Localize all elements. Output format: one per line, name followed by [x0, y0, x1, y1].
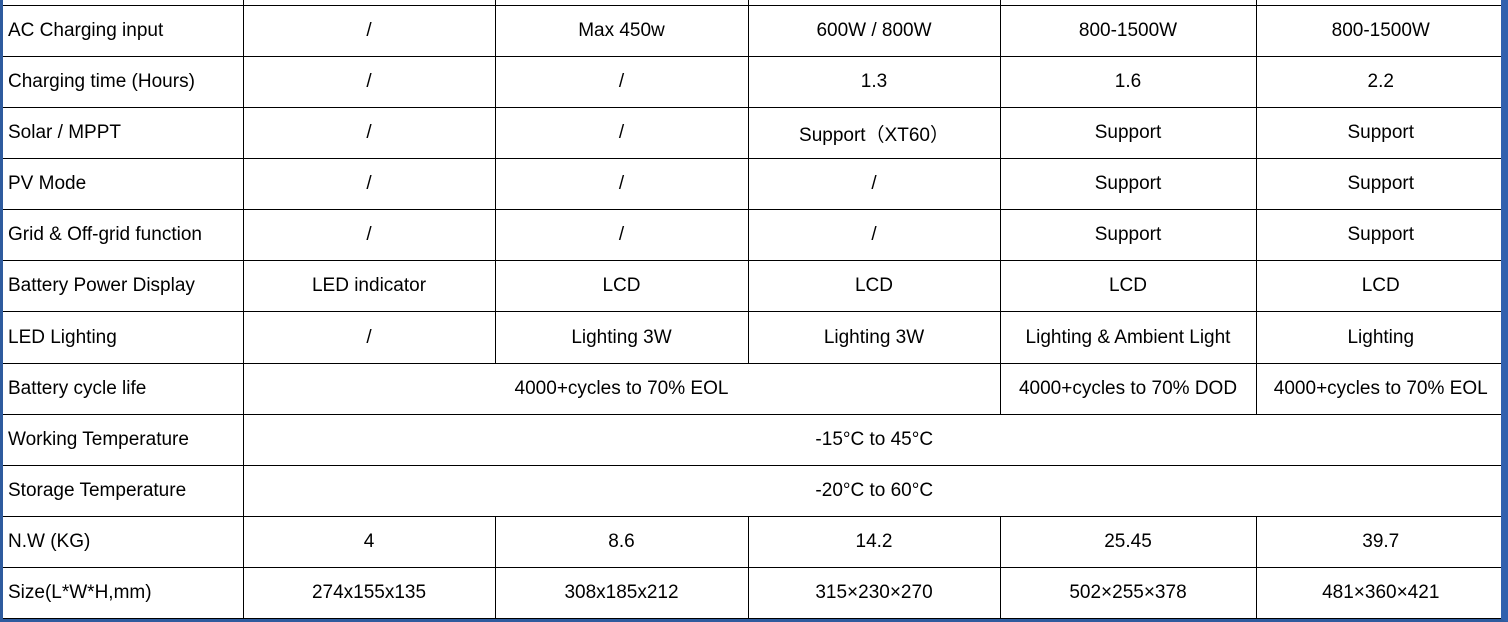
- cropped-top-row: [3, 0, 1501, 6]
- cropped-cell: [495, 0, 749, 6]
- table-row-storage-temperature: Storage Temperature -20°C to 60°C: [3, 465, 1501, 517]
- spec-cell: Support: [1256, 209, 1501, 262]
- spec-cell: 274x155x135: [243, 567, 496, 619]
- spec-cell: /: [243, 5, 496, 58]
- spec-cell-merged: -15°C to 45°C: [243, 414, 1501, 466]
- spec-cell: 4: [243, 516, 496, 568]
- spec-cell: /: [748, 158, 1001, 211]
- spec-cell: Support: [1256, 107, 1501, 160]
- spec-cell: 481×360×421: [1256, 567, 1501, 619]
- spec-cell: LCD: [495, 260, 749, 313]
- spec-cell: Support: [1256, 158, 1501, 211]
- spec-cell: /: [495, 158, 749, 211]
- spec-cell: Lighting: [1256, 311, 1501, 364]
- spec-cell: LCD: [1000, 260, 1257, 313]
- table-row-ac-charging-input: AC Charging input / Max 450w 600W / 800W…: [3, 5, 1501, 58]
- spec-cell: 8.6: [495, 516, 749, 568]
- spec-cell: /: [243, 158, 496, 211]
- table-row-battery-power-display: Battery Power Display LED indicator LCD …: [3, 260, 1501, 313]
- row-label: Battery Power Display: [3, 260, 244, 313]
- row-label: Working Temperature: [3, 414, 244, 466]
- spec-cell-merged: -20°C to 60°C: [243, 465, 1501, 517]
- table-row-working-temperature: Working Temperature -15°C to 45°C: [3, 414, 1501, 466]
- table-row-battery-cycle-life: Battery cycle life 4000+cycles to 70% EO…: [3, 363, 1501, 415]
- spec-cell: 25.45: [1000, 516, 1257, 568]
- spec-cell: LCD: [1256, 260, 1501, 313]
- spec-cell: /: [243, 56, 496, 109]
- table-row-net-weight: N.W (KG) 4 8.6 14.2 25.45 39.7: [3, 516, 1501, 568]
- table-row-grid-offgrid: Grid & Off-grid function / / / Support S…: [3, 209, 1501, 262]
- row-label: N.W (KG): [3, 516, 244, 568]
- spec-cell: /: [495, 209, 749, 262]
- spec-cell: Max 450w: [495, 5, 749, 58]
- row-label: LED Lighting: [3, 311, 244, 364]
- spec-cell: 14.2: [748, 516, 1001, 568]
- spec-cell: 1.6: [1000, 56, 1257, 109]
- row-label: AC Charging input: [3, 5, 244, 58]
- spec-cell: 502×255×378: [1000, 567, 1257, 619]
- spec-cell-merged: 4000+cycles to 70% EOL: [243, 363, 1001, 415]
- row-label: Grid & Off-grid function: [3, 209, 244, 262]
- spec-table-grid: AC Charging input / Max 450w 600W / 800W…: [3, 0, 1501, 619]
- cropped-cell: [243, 0, 496, 6]
- row-label: Battery cycle life: [3, 363, 244, 415]
- spec-cell: /: [748, 209, 1001, 262]
- cropped-cell: [3, 0, 244, 6]
- spec-cell: Support: [1000, 107, 1257, 160]
- spec-cell: Lighting & Ambient Light: [1000, 311, 1257, 364]
- table-row-charging-time: Charging time (Hours) / / 1.3 1.6 2.2: [3, 56, 1501, 109]
- spec-cell: 600W / 800W: [748, 5, 1001, 58]
- spec-cell: Lighting 3W: [495, 311, 749, 364]
- spec-cell: Support（XT60）: [748, 107, 1001, 160]
- cropped-cell: [1000, 0, 1257, 6]
- spec-cell: 800-1500W: [1000, 5, 1257, 58]
- spec-cell: LCD: [748, 260, 1001, 313]
- table-row-size: Size(L*W*H,mm) 274x155x135 308x185x212 3…: [3, 567, 1501, 619]
- spec-cell: /: [243, 311, 496, 364]
- spec-cell: 39.7: [1256, 516, 1501, 568]
- table-row-led-lighting: LED Lighting / Lighting 3W Lighting 3W L…: [3, 311, 1501, 364]
- table-row-pv-mode: PV Mode / / / Support Support: [3, 158, 1501, 211]
- row-label: Solar / MPPT: [3, 107, 244, 160]
- spec-cell: 4000+cycles to 70% DOD: [1000, 363, 1257, 415]
- spec-cell: /: [243, 209, 496, 262]
- table-row-solar-mppt: Solar / MPPT / / Support（XT60） Support S…: [3, 107, 1501, 160]
- spec-cell: 2.2: [1256, 56, 1501, 109]
- spec-cell: 308x185x212: [495, 567, 749, 619]
- spec-cell: LED indicator: [243, 260, 496, 313]
- spec-cell: /: [243, 107, 496, 160]
- spec-cell: Support: [1000, 158, 1257, 211]
- spec-cell: /: [495, 56, 749, 109]
- spec-cell: Support: [1000, 209, 1257, 262]
- cropped-cell: [1256, 0, 1501, 6]
- spec-cell: 800-1500W: [1256, 5, 1501, 58]
- spec-cell: 1.3: [748, 56, 1001, 109]
- spec-cell: Lighting 3W: [748, 311, 1001, 364]
- row-label: Size(L*W*H,mm): [3, 567, 244, 619]
- row-label: Charging time (Hours): [3, 56, 244, 109]
- spec-cell: 4000+cycles to 70% EOL: [1256, 363, 1501, 415]
- row-label: PV Mode: [3, 158, 244, 211]
- row-label: Storage Temperature: [3, 465, 244, 517]
- spec-cell: 315×230×270: [748, 567, 1001, 619]
- spec-cell: /: [495, 107, 749, 160]
- cropped-cell: [748, 0, 1001, 6]
